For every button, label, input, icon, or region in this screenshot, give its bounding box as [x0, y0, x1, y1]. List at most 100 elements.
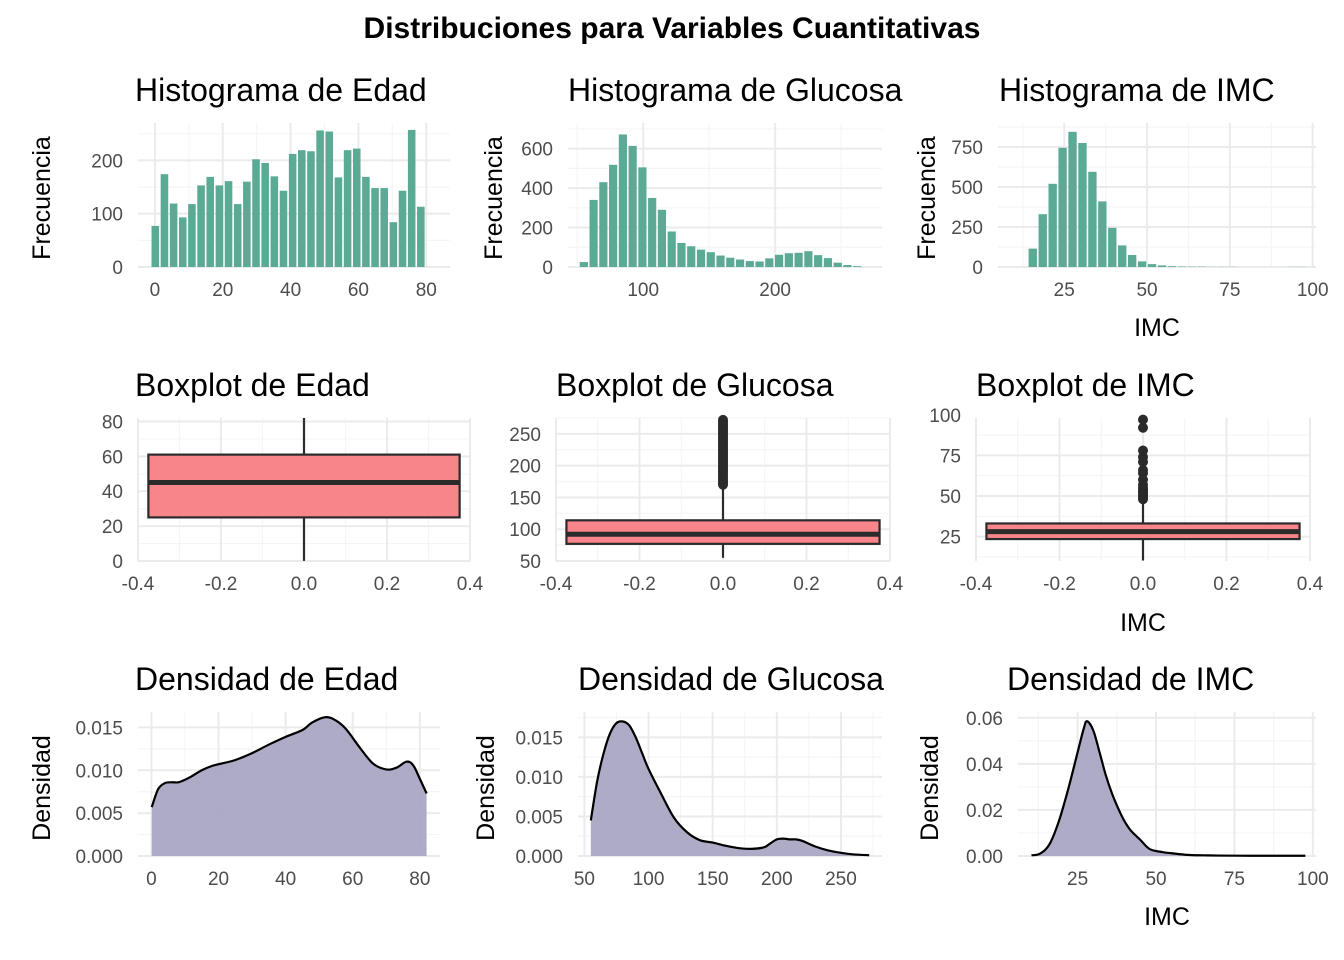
y-tick-label: 200	[91, 151, 123, 172]
histogram-bar	[1098, 201, 1107, 267]
outlier-point	[718, 414, 728, 425]
histogram-bar	[823, 258, 832, 267]
panel-title: Histograma de IMC	[999, 72, 1275, 108]
boxplot	[147, 418, 461, 561]
histogram-bar	[343, 150, 352, 267]
histogram-bar	[1088, 171, 1097, 267]
x-tick-label: 50	[1136, 280, 1157, 301]
panel-title: Boxplot de Edad	[135, 367, 370, 403]
y-tick-label: 0	[112, 552, 123, 573]
histogram-bar	[1068, 131, 1077, 267]
chart-panel-3: 25 50 75 100 0 250 500 750 Histograma de IMC Frec…	[913, 72, 1329, 342]
y-tick-label: 0.010	[515, 768, 563, 789]
histogram-bar	[243, 181, 251, 267]
chart-panel-6: -0.4 -0.2 0.0 0.2 0.4 25 50 75 100 Boxplot de IMC…	[929, 367, 1323, 637]
x-tick-label: 150	[697, 869, 729, 890]
histogram-bar	[765, 258, 774, 267]
y-tick-label: 0.06	[966, 709, 1003, 730]
x-tick-label: 75	[1219, 280, 1240, 301]
y-tick-label: 0.015	[75, 718, 123, 739]
x-tick-label: 250	[825, 869, 857, 890]
histogram-bar	[687, 246, 696, 267]
boxplot	[565, 414, 881, 558]
y-tick-label: 25	[940, 528, 961, 549]
histogram-bar	[609, 164, 618, 267]
y-tick-label: 0.005	[75, 804, 123, 825]
y-tick-label: 0.02	[966, 801, 1003, 822]
y-axis-label: Densidad	[472, 735, 500, 841]
y-tick-label: 200	[509, 457, 541, 478]
y-tick-label: 150	[509, 488, 541, 509]
histogram-bar	[1078, 143, 1087, 267]
y-tick-label: 0.000	[75, 847, 123, 868]
histogram-bar	[599, 182, 608, 267]
x-tick-label: 0.4	[1297, 574, 1324, 595]
y-tick-label: 0.04	[966, 755, 1003, 776]
x-tick-label: 60	[342, 869, 363, 890]
x-axis-label: IMC	[1120, 609, 1166, 637]
x-axis-label: IMC	[1134, 314, 1180, 342]
x-tick-label: 100	[1297, 869, 1329, 890]
histogram-bar	[178, 217, 187, 267]
y-tick-label: 750	[951, 138, 983, 159]
histogram-bar	[279, 190, 288, 267]
x-tick-label: -0.2	[1043, 574, 1076, 595]
histogram-bar	[843, 265, 852, 267]
chart-panel-8: 50 100 150 200 250 0.000 0.005 0.010 0.015 Densid…	[472, 661, 884, 890]
x-tick-label: 100	[633, 869, 665, 890]
histogram-bar	[352, 148, 361, 267]
y-tick-label: 250	[951, 218, 983, 239]
y-tick-label: 0.015	[515, 728, 563, 749]
chart-panel-7: 0 20 40 60 80 0.000 0.005 0.010 0.015 Densidad de…	[28, 661, 440, 890]
histogram-bar	[726, 257, 735, 267]
chart-panel-1: 0 20 40 60 80 0 100 200 Histograma de Edad Frecue…	[28, 72, 450, 301]
histogram-bar	[1167, 266, 1177, 267]
y-tick-label: 100	[509, 520, 541, 541]
y-tick-label: 100	[929, 406, 961, 427]
histogram-bar	[677, 242, 686, 267]
tick-labels: 25 50 75 100 0 250 500 750	[951, 138, 1328, 301]
y-tick-label: 0	[542, 258, 553, 279]
x-tick-label: 80	[409, 869, 430, 890]
histogram-bar	[151, 225, 160, 267]
y-axis-label: Densidad	[28, 735, 56, 841]
histogram-bars	[151, 129, 425, 267]
y-tick-label: 200	[521, 219, 553, 240]
histogram-bar	[618, 134, 627, 267]
histogram-bar	[1157, 265, 1167, 267]
histogram-bar	[371, 188, 379, 267]
panel-title: Boxplot de IMC	[976, 367, 1195, 403]
histogram-bar	[696, 249, 706, 267]
y-tick-label: 600	[521, 140, 553, 161]
x-tick-label: 40	[275, 869, 296, 890]
x-tick-label: 25	[1054, 280, 1075, 301]
x-tick-label: 75	[1224, 869, 1245, 890]
x-tick-label: 0.4	[877, 574, 904, 595]
y-tick-label: 100	[91, 205, 123, 226]
iqr-box	[147, 453, 461, 519]
histogram-bar	[316, 130, 324, 267]
y-tick-label: 250	[509, 425, 541, 446]
histogram-bar	[735, 259, 745, 267]
histogram-bars	[579, 134, 862, 267]
y-tick-label: 20	[102, 517, 123, 538]
x-tick-label: -0.2	[623, 574, 656, 595]
x-tick-label: 0.0	[291, 574, 317, 595]
figure-title: Distribuciones para Variables Cuantitati…	[364, 12, 981, 45]
x-tick-label: 50	[1145, 869, 1166, 890]
histogram-bar	[804, 251, 813, 267]
histogram-bar	[648, 197, 657, 267]
histogram-bar	[206, 176, 215, 267]
x-tick-label: 20	[208, 869, 229, 890]
y-axis-label: Frecuencia	[480, 136, 508, 260]
tick-labels: 25 50 75 100 0.00 0.02 0.04 0.06	[966, 709, 1329, 890]
histogram-bar	[197, 185, 205, 267]
x-tick-label: 0.2	[793, 574, 819, 595]
histogram-bar	[1127, 255, 1137, 267]
y-tick-label: 0.010	[75, 761, 123, 782]
histogram-bar	[307, 151, 315, 267]
histogram-bar	[233, 204, 242, 267]
histogram-bar	[716, 255, 725, 267]
histogram-bar	[160, 174, 169, 267]
histogram-bar	[407, 129, 416, 267]
